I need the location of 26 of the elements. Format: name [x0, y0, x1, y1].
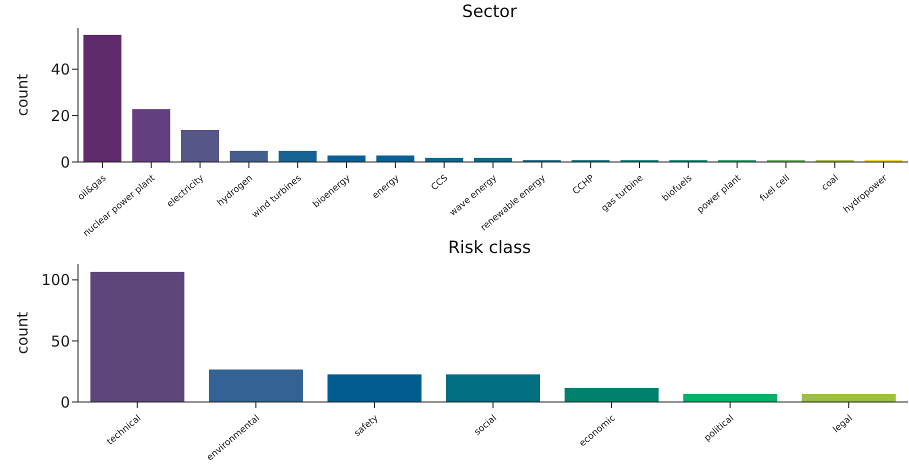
bar — [375, 154, 416, 162]
bar — [564, 386, 660, 402]
bar — [228, 150, 269, 162]
chart-title: Sector — [461, 2, 518, 22]
bar — [180, 129, 220, 162]
bar — [278, 150, 318, 162]
y-tick-label: 40 — [50, 60, 70, 79]
y-tick-label: 0 — [60, 153, 70, 172]
x-tick-label: fuel cell — [758, 173, 792, 204]
bar — [326, 154, 366, 162]
bar — [208, 368, 304, 402]
y-tick-label: 50 — [50, 332, 70, 350]
bar — [89, 270, 186, 402]
y-axis-title: count — [13, 74, 32, 116]
bar — [800, 392, 897, 402]
bar — [82, 34, 122, 162]
bar — [445, 373, 542, 402]
y-tick-label: 0 — [60, 393, 70, 412]
bar — [131, 108, 172, 162]
bar — [682, 392, 778, 402]
y-tick-label: 100 — [41, 271, 70, 290]
x-tick-label: CCS — [430, 173, 450, 193]
y-axis-title: count — [13, 312, 32, 354]
bar — [326, 373, 422, 402]
y-tick-label: 20 — [50, 106, 70, 125]
chart-title: Risk class — [447, 238, 532, 258]
